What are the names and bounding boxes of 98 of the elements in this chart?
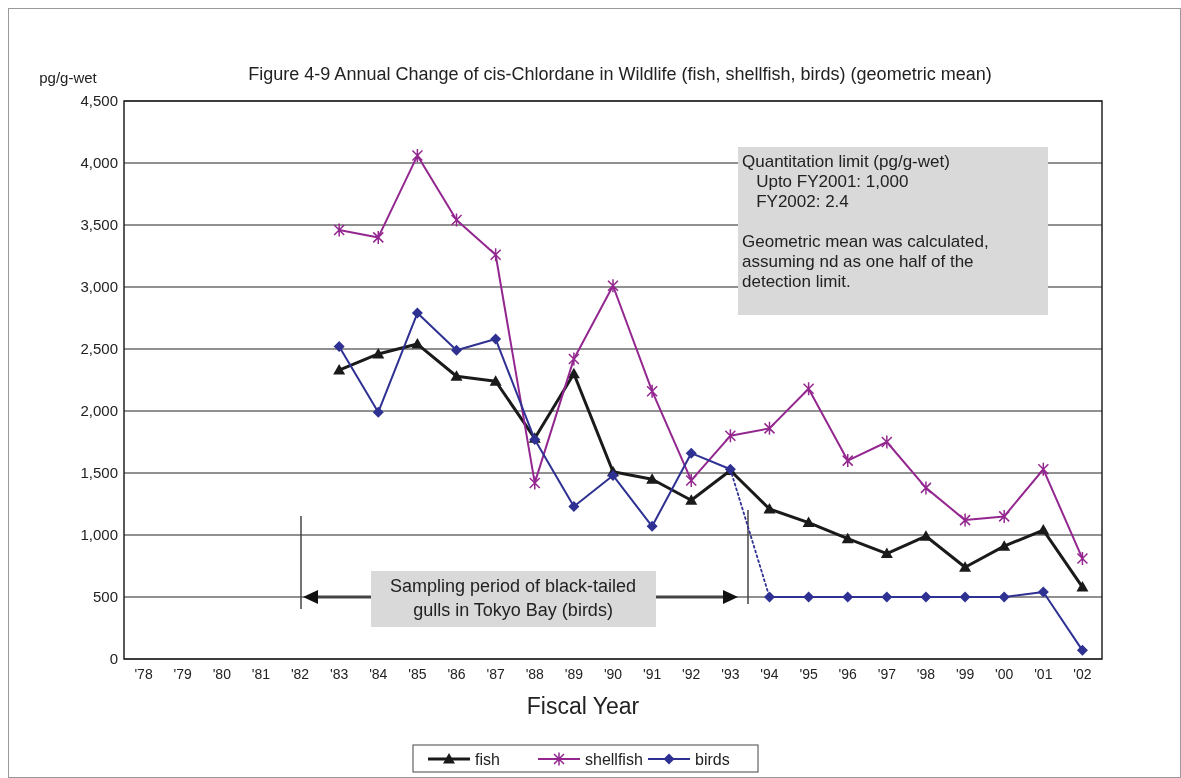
x-tick-label: '79	[173, 666, 193, 682]
x-tick-label: '97	[877, 666, 897, 682]
point	[841, 532, 854, 544]
x-tick-label: '90	[603, 666, 623, 682]
point	[1037, 586, 1049, 598]
point	[646, 520, 658, 532]
point	[451, 344, 463, 356]
point	[920, 480, 932, 496]
point	[607, 469, 619, 481]
x-tick-label: '02	[1073, 666, 1092, 682]
y-tick-label: 4,500	[80, 92, 118, 109]
legend-label: fish	[475, 751, 500, 768]
x-axis-title: Fiscal Year	[526, 693, 640, 719]
point	[1076, 551, 1089, 566]
point	[841, 453, 854, 468]
point	[881, 591, 893, 603]
x-tick-label: '01	[1034, 666, 1053, 682]
x-tick-label: '85	[408, 666, 427, 682]
point	[372, 406, 384, 418]
point	[490, 333, 502, 345]
point	[646, 383, 658, 399]
point	[763, 591, 775, 603]
y-tick-label: 4,000	[80, 154, 118, 171]
point	[763, 502, 776, 514]
y-tick-label: 2,000	[80, 402, 118, 419]
point	[763, 421, 776, 436]
y-tick-label: 1,500	[80, 464, 118, 481]
point	[529, 475, 541, 491]
x-tick-label: '99	[955, 666, 975, 682]
point	[998, 540, 1011, 551]
point	[959, 561, 972, 572]
legend-label: birds	[695, 751, 730, 768]
point	[450, 370, 463, 381]
x-tick-label: '78	[134, 666, 153, 682]
x-tick-label: '00	[995, 666, 1014, 682]
point	[802, 516, 815, 528]
point	[333, 222, 345, 238]
point	[1076, 644, 1088, 656]
x-tick-label: '88	[525, 666, 545, 682]
y-axis-title: pg/g-wet	[39, 69, 98, 86]
x-tick-label: '84	[369, 666, 388, 682]
point	[372, 230, 385, 245]
note-box: Sampling period of black-tailed gulls in Tokyo Bay (birds)	[371, 571, 656, 627]
note-box: Quantitation limit (pg/g-wet) Upto FY2001: 1,000 FY2002: 2.4 Geometric mean was calculated, assuming nd as one half of the detection limit.	[738, 147, 1048, 315]
point	[333, 364, 346, 375]
x-tick-label: '93	[721, 666, 740, 682]
y-tick-label: 2,500	[80, 340, 118, 357]
point	[802, 381, 815, 396]
x-tick-label: '86	[447, 666, 466, 682]
point	[411, 148, 424, 163]
chart-title: Figure 4-9 Annual Change of cis-Chlordane in Wildlife (fish, shellfish, birds) (geometric mean)	[248, 64, 992, 84]
annotation: Sampling period of black-tailed gulls in Tokyo Bay (birds)	[389, 576, 637, 620]
point	[450, 212, 463, 228]
point	[998, 509, 1010, 524]
legend-label: shellfish	[585, 751, 643, 768]
x-tick-label: '80	[212, 666, 232, 682]
point	[411, 338, 424, 349]
point	[607, 278, 619, 294]
x-tick-label: '91	[642, 666, 662, 682]
point	[1037, 524, 1050, 535]
x-tick-label: '81	[251, 666, 271, 682]
point	[489, 247, 502, 263]
point	[646, 473, 659, 484]
point	[568, 351, 580, 367]
point	[685, 447, 697, 459]
x-tick-label: '87	[486, 666, 505, 682]
point	[842, 591, 854, 603]
point	[959, 591, 971, 603]
point	[998, 591, 1010, 603]
point	[959, 512, 971, 528]
x-tick-label: '82	[290, 666, 310, 682]
point	[1076, 581, 1089, 592]
x-tick-label: '92	[682, 666, 701, 682]
point	[1037, 462, 1050, 477]
x-tick-label: '98	[916, 666, 936, 682]
point	[880, 547, 893, 559]
point	[567, 367, 580, 379]
x-tick-label: '94	[760, 666, 779, 682]
point	[568, 500, 580, 512]
y-tick-label: 0	[109, 650, 118, 667]
point	[489, 375, 502, 386]
y-tick-label: 1,000	[80, 526, 118, 543]
point	[685, 473, 697, 488]
point	[919, 530, 932, 541]
x-tick-label: '89	[564, 666, 584, 682]
point	[333, 341, 345, 353]
y-tick-label: 3,500	[80, 216, 118, 233]
y-tick-label: 3,000	[80, 278, 118, 295]
x-tick-label: '96	[838, 666, 858, 682]
point	[920, 591, 932, 603]
x-tick-label: '83	[330, 666, 349, 682]
point	[411, 307, 423, 319]
point	[881, 434, 893, 450]
point	[372, 347, 385, 359]
point	[685, 494, 698, 505]
x-tick-label: '95	[799, 666, 818, 682]
point	[724, 428, 737, 444]
y-tick-label: 500	[92, 588, 118, 605]
